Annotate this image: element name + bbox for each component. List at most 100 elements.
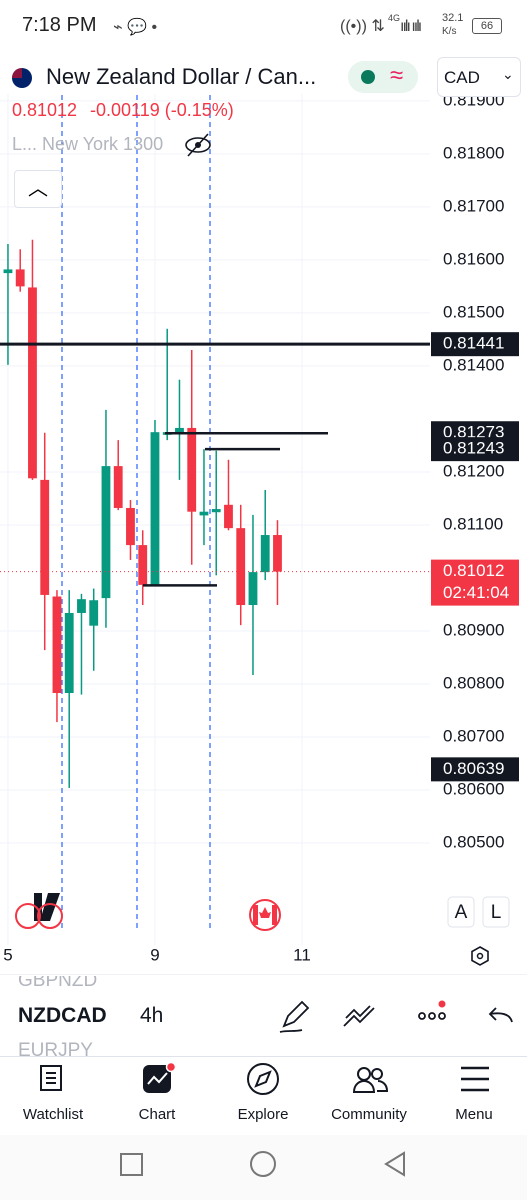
nav-community[interactable]: Community xyxy=(331,1106,407,1123)
status-icons: ⌁ 💬 • xyxy=(113,19,158,36)
countdown-label: 02:41:04 xyxy=(443,583,509,602)
nz-flag xyxy=(12,68,32,88)
chart: A L 0.819000.818000.817000.816000.815000… xyxy=(0,50,527,975)
candle-body xyxy=(187,427,197,512)
nav-menu[interactable]: Menu xyxy=(455,1106,493,1123)
candle-body xyxy=(28,287,37,479)
price-line-label: 0.81243 xyxy=(443,439,504,458)
price-line-label: 0.81273 xyxy=(443,423,504,442)
price-line-label-bg xyxy=(431,437,519,462)
last-price-label-bg xyxy=(431,559,519,606)
price-label-bg xyxy=(431,757,519,782)
x-tick-label: 9 xyxy=(150,945,159,964)
price-line-label: 0.81441 xyxy=(443,334,504,353)
home-button[interactable] xyxy=(250,1151,276,1177)
y-tick-label: 0.80600 xyxy=(443,780,504,799)
trend-icon[interactable] xyxy=(343,1005,375,1027)
recents-button[interactable] xyxy=(120,1153,143,1176)
back-button[interactable] xyxy=(384,1151,405,1177)
draw-icon[interactable] xyxy=(279,1000,310,1033)
chart-notify-dot xyxy=(165,1061,177,1073)
hide-icon[interactable] xyxy=(184,132,212,158)
price-line-label-bg xyxy=(431,332,519,357)
network-speed-unit: K/s xyxy=(442,26,457,37)
price-label: 0.80639 xyxy=(443,759,504,778)
y-tick-label: 0.81400 xyxy=(443,355,504,374)
candle-body xyxy=(3,269,13,274)
y-tick-label: 0.81600 xyxy=(443,249,504,268)
next-symbol[interactable]: EURJPY xyxy=(18,1040,93,1056)
candle-body xyxy=(15,269,25,287)
session-breaks xyxy=(61,50,211,930)
status-signal-icons: ((•)) ⇅ xyxy=(340,18,385,35)
candle-body xyxy=(248,572,258,606)
candle-body xyxy=(126,507,135,546)
tradingview-logo xyxy=(15,893,63,929)
candle-body xyxy=(199,511,209,516)
symbol-name[interactable]: New Zealand Dollar / Can... xyxy=(46,64,317,89)
candle-body xyxy=(150,432,160,585)
y-tick-label: 0.80800 xyxy=(443,673,504,692)
undo-icon[interactable] xyxy=(488,1007,513,1023)
x-tick-label: 11 xyxy=(293,945,311,964)
y-tick-label: 0.81800 xyxy=(443,143,504,162)
nav-icons xyxy=(40,1061,489,1095)
nav-chart[interactable]: Chart xyxy=(138,1106,176,1123)
battery: 66 xyxy=(472,18,502,34)
community-icon[interactable] xyxy=(352,1067,389,1093)
more-icon[interactable] xyxy=(418,1012,446,1020)
network-type: 4G xyxy=(388,13,401,23)
candle-body xyxy=(175,427,184,434)
candle-body xyxy=(113,466,123,508)
nav-divider xyxy=(0,1056,527,1057)
nav-watchlist[interactable]: Watchlist xyxy=(22,1106,84,1123)
price-change: -0.00119 (-0.15%) xyxy=(90,100,234,120)
candle-body xyxy=(138,545,148,585)
auto-scale-label: A xyxy=(455,902,468,923)
y-tick-label: 0.81500 xyxy=(443,302,504,321)
y-tick-label: 0.81200 xyxy=(443,461,504,480)
candle-body xyxy=(224,504,233,529)
settings-icon[interactable] xyxy=(471,946,489,966)
log-scale-label: L xyxy=(491,902,502,923)
market-status-pill[interactable]: ≈ xyxy=(348,61,418,93)
last-price: 0.81012 xyxy=(12,100,78,120)
candle-body xyxy=(211,509,221,513)
candle-body xyxy=(260,535,270,573)
candle-body xyxy=(101,466,111,599)
candle-body xyxy=(236,528,246,606)
y-tick-label: 0.81100 xyxy=(443,514,503,533)
last-price-label: 0.81012 xyxy=(443,561,504,580)
settings-icon-center xyxy=(476,952,484,960)
candle-body xyxy=(40,479,50,595)
currency-select[interactable]: CAD ⌄ xyxy=(437,57,521,97)
nav-explore[interactable]: Explore xyxy=(237,1106,289,1123)
system-nav-icons xyxy=(120,1151,405,1177)
menu-icon[interactable] xyxy=(461,1066,489,1092)
current-symbol[interactable]: NZDCAD xyxy=(18,1004,107,1027)
toolbar-icons xyxy=(279,1000,513,1033)
y-tick-label: 0.80500 xyxy=(443,833,504,852)
auto-scale-button[interactable] xyxy=(447,896,475,928)
symbol-toolbar: GBPNZD NZDCAD 4h EURJPY xyxy=(0,976,527,1056)
prev-symbol[interactable]: GBPNZD xyxy=(18,976,98,991)
y-tick-label: 0.81700 xyxy=(443,196,504,215)
status-bar: 7:18 PM ⌁ 💬 • ((•)) ⇅ 4G ıılı ıılı 32.1 … xyxy=(0,0,527,50)
candle-body xyxy=(64,612,74,694)
candle-body xyxy=(52,596,62,694)
signal-bars: ıılı ıılı xyxy=(400,18,422,35)
canada-flag-icon[interactable] xyxy=(249,899,281,931)
system-nav xyxy=(0,1135,527,1200)
watchlist-icon[interactable] xyxy=(40,1065,62,1091)
log-scale-button[interactable] xyxy=(482,896,510,928)
notify-dot xyxy=(438,1000,446,1008)
explore-icon[interactable] xyxy=(247,1063,279,1095)
currency-label: CAD xyxy=(444,68,480,87)
candle-body xyxy=(77,599,86,613)
collapse-button[interactable]: ︿ xyxy=(14,170,62,208)
candle-body xyxy=(89,600,99,626)
session-info: L... New York 1300 xyxy=(12,134,164,154)
x-tick-label: 5 xyxy=(3,945,12,964)
interval[interactable]: 4h xyxy=(140,1004,164,1027)
